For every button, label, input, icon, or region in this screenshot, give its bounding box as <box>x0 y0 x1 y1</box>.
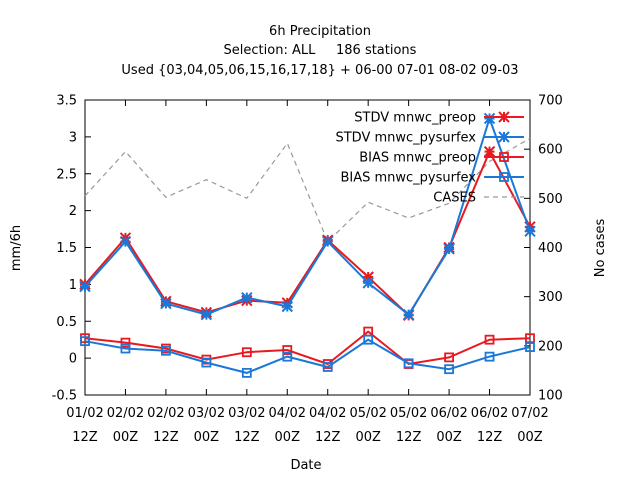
data-point <box>119 235 132 248</box>
title-line-2: Selection: ALL 186 stations <box>224 43 417 58</box>
legend-marker <box>499 172 509 182</box>
data-point <box>79 280 91 293</box>
series-line <box>84 137 531 243</box>
x-tick-label-date: 01/02 <box>66 406 103 421</box>
x-tick-label-hour: 12Z <box>153 430 179 445</box>
data-point <box>282 345 293 355</box>
legend-label: CASES <box>433 191 476 206</box>
x-tick-label-hour: 00Z <box>113 430 139 445</box>
data-point <box>241 291 253 304</box>
x-tick-label-hour: 00Z <box>436 430 462 445</box>
data-point <box>322 362 333 372</box>
y-tick-label: 3 <box>69 130 77 145</box>
data-point <box>363 334 374 345</box>
data-point <box>201 357 212 368</box>
x-tick-label-hour: 12Z <box>315 430 341 445</box>
y2-tick-label: 100 <box>538 389 563 404</box>
x-tick-label-date: 04/02 <box>269 406 306 421</box>
data-point <box>403 358 414 369</box>
x-tick-label-date: 06/02 <box>471 406 508 421</box>
x-tick-label-date: 07/02 <box>511 406 548 421</box>
title-line-1: 6h Precipitation <box>269 24 371 39</box>
data-point <box>160 297 172 310</box>
data-point <box>80 336 90 347</box>
legend-label: STDV mnwc_preop <box>354 111 476 126</box>
data-point <box>525 342 535 352</box>
x-tick-label-date: 03/02 <box>188 406 225 421</box>
data-point <box>322 235 334 248</box>
data-point <box>402 308 415 321</box>
series-line <box>84 338 531 374</box>
x-tick-label-hour: 00Z <box>275 430 301 445</box>
legend-label: STDV mnwc_pysurfex <box>335 131 476 146</box>
data-point <box>241 347 252 358</box>
data-point <box>362 271 374 283</box>
series-stdv-mnwc_pysurfex <box>79 112 536 321</box>
series-layer <box>79 112 536 378</box>
data-point <box>484 334 495 345</box>
series-line <box>84 115 531 317</box>
legend-marker <box>498 111 510 123</box>
y2-axis-label: No cases <box>593 219 608 278</box>
axes: -0.5 0 0.5 1 1.5 2 2.5 3 3.5 100 200 300 400 500 600 70… <box>52 94 563 446</box>
x-tick-label-hour: 12Z <box>477 430 503 445</box>
y2-tick-label: 400 <box>538 241 563 256</box>
legend-label: BIAS mnwc_preop <box>359 151 476 166</box>
data-point <box>200 308 213 321</box>
legend: STDV mnwc_preop STDV mnwc_pysurfex BIAS mn… <box>335 111 524 206</box>
data-point <box>281 300 293 313</box>
data-point <box>483 145 496 158</box>
data-point <box>524 225 536 237</box>
x-tick-label-hour: 00Z <box>355 430 381 445</box>
data-point <box>443 243 455 255</box>
data-point <box>120 337 131 348</box>
y-tick-label: 1 <box>69 278 77 293</box>
series-line <box>84 330 531 366</box>
x-tick-label-date: 02/02 <box>107 406 144 421</box>
data-point <box>444 352 454 363</box>
chart-title: 6h Precipitation Selection: ALL 186 stat… <box>121 24 518 78</box>
y2-tick-label: 300 <box>538 290 563 305</box>
x-tick-label-date: 05/02 <box>349 406 386 421</box>
series-line <box>84 149 531 317</box>
x-tick-label-hour: 12Z <box>72 430 98 445</box>
data-point <box>161 345 171 356</box>
y2-tick-label: 700 <box>538 94 563 109</box>
x-tick-label-date: 03/02 <box>228 406 265 421</box>
y-tick-label: 0 <box>69 352 77 367</box>
x-tick-label-hour: 12Z <box>396 430 422 445</box>
y2-tick-label: 500 <box>538 192 563 207</box>
legend-label: BIAS mnwc_pysurfex <box>340 171 476 186</box>
data-point <box>362 277 374 289</box>
y2-tick-label: 600 <box>538 143 563 158</box>
y-tick-label: 0.5 <box>56 315 77 330</box>
x-tick-label-date: 06/02 <box>430 406 467 421</box>
x-tick-label-date: 04/02 <box>309 406 346 421</box>
data-point <box>483 112 496 125</box>
title-line-3: Used {03,04,05,06,15,16,17,18} + 06-00 0… <box>121 63 518 78</box>
data-point <box>444 364 454 375</box>
y-tick-label: 2.5 <box>56 167 77 182</box>
legend-marker <box>499 152 509 162</box>
y-tick-label: 2 <box>69 204 77 219</box>
x-tick-label-hour: 00Z <box>517 430 543 445</box>
legend-marker <box>498 131 510 143</box>
data-point <box>241 367 252 378</box>
x-tick-label-date: 02/02 <box>147 406 184 421</box>
x-tick-label-hour: 12Z <box>234 430 260 445</box>
y-tick-label: 1.5 <box>56 241 77 256</box>
x-tick-label-hour: 00Z <box>194 430 220 445</box>
x-axis-label: Date <box>290 458 321 473</box>
data-point <box>282 351 293 362</box>
x-tick-label-date: 05/02 <box>390 406 427 421</box>
data-point <box>484 351 495 362</box>
series-bias-mnwc_pysurfex <box>80 334 535 378</box>
data-point <box>120 343 131 354</box>
y2-tick-label: 200 <box>538 339 563 354</box>
y-tick-label: 3.5 <box>56 94 77 109</box>
y-axis-label: mm/6h <box>9 225 24 271</box>
series-cases <box>84 137 531 243</box>
y-tick-label: -0.5 <box>52 389 77 404</box>
